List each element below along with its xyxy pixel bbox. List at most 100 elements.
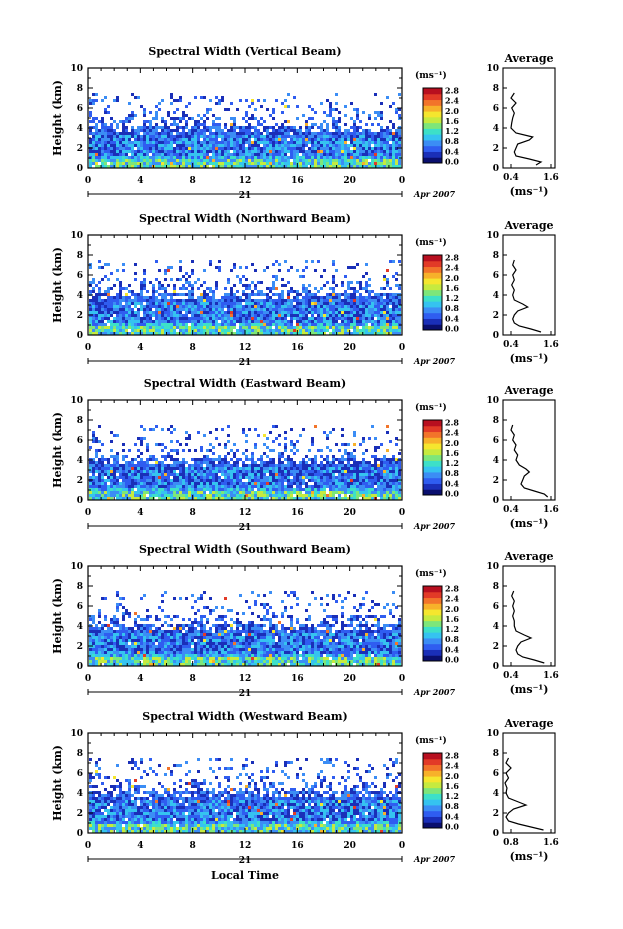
heatmap-cell <box>224 144 227 147</box>
heatmap-cell <box>233 299 236 302</box>
heatmap-cell <box>176 488 179 491</box>
heatmap-cell <box>305 323 308 326</box>
heatmap-cell <box>278 162 281 165</box>
heatmap-cell <box>251 464 254 467</box>
heatmap-cell <box>320 305 323 308</box>
heatmap-cell <box>176 135 179 138</box>
heatmap-cell <box>116 141 119 144</box>
heatmap-cell <box>185 141 188 144</box>
heatmap-cell <box>218 117 221 120</box>
heatmap-cell <box>287 293 290 296</box>
heatmap-cell <box>377 302 380 305</box>
heatmap-cell <box>206 314 209 317</box>
heatmap-cell <box>101 144 104 147</box>
heatmap-cell <box>221 473 224 476</box>
heatmap-cell <box>188 150 191 153</box>
heatmap-cell <box>170 494 173 497</box>
heatmap-cell <box>209 449 212 452</box>
heatmap-cell <box>362 111 365 114</box>
heatmap-cell <box>107 150 110 153</box>
heatmap-cell <box>317 497 320 500</box>
heatmap-cell <box>200 135 203 138</box>
heatmap-cell <box>275 470 278 473</box>
heatmap-cell <box>95 126 98 129</box>
heatmap-cell <box>329 147 332 150</box>
heatmap-cell <box>317 153 320 156</box>
heatmap-cell <box>305 153 308 156</box>
heatmap-cell <box>284 473 287 476</box>
heatmap-cell <box>323 494 326 497</box>
heatmap-cell <box>122 473 125 476</box>
heatmap-cell <box>110 491 113 494</box>
heatmap-cell <box>98 150 101 153</box>
heatmap-cell <box>344 476 347 479</box>
heatmap-cell <box>260 162 263 165</box>
heatmap-cell <box>239 494 242 497</box>
heatmap-cell <box>323 308 326 311</box>
heatmap-cell <box>119 159 122 162</box>
heatmap-cell <box>383 275 386 278</box>
heatmap-cell <box>101 159 104 162</box>
heatmap-cell <box>206 464 209 467</box>
colorbar-swatch <box>423 312 442 319</box>
heatmap-cell <box>368 156 371 159</box>
heatmap-cell <box>176 302 179 305</box>
heatmap-cell <box>332 108 335 111</box>
heatmap-cell <box>92 458 95 461</box>
heatmap-cell <box>332 497 335 500</box>
heatmap-cell <box>164 278 167 281</box>
heatmap-cell <box>233 120 236 123</box>
heatmap-cell <box>137 135 140 138</box>
heatmap-cell <box>320 144 323 147</box>
heatmap-cell <box>131 464 134 467</box>
heatmap-cell <box>209 458 212 461</box>
heatmap-cell <box>395 329 398 332</box>
average-title: Average <box>503 52 553 65</box>
heatmap-cell <box>188 326 191 329</box>
heatmap-cell <box>389 314 392 317</box>
heatmap-cell <box>380 485 383 488</box>
heatmap-cell <box>227 494 230 497</box>
heatmap-cell <box>323 150 326 153</box>
heatmap-cell <box>155 299 158 302</box>
heatmap-cell <box>395 332 398 335</box>
heatmap-cell <box>188 311 191 314</box>
heatmap-cell <box>380 497 383 500</box>
heatmap-cell <box>338 117 341 120</box>
heatmap-cell <box>239 266 242 269</box>
heatmap-cell <box>146 497 149 500</box>
heatmap-cell <box>272 485 275 488</box>
heatmap-cell <box>212 473 215 476</box>
heatmap-cell <box>152 144 155 147</box>
heatmap-cell <box>146 326 149 329</box>
heatmap-cell <box>119 482 122 485</box>
heatmap-cell <box>362 305 365 308</box>
heatmap-cell <box>317 141 320 144</box>
heatmap-cell <box>188 162 191 165</box>
heatmap-cell <box>353 141 356 144</box>
heatmap-cell <box>143 144 146 147</box>
heatmap-cell <box>89 470 92 473</box>
heatmap-cell <box>293 132 296 135</box>
heatmap-cell <box>179 491 182 494</box>
heatmap-cell <box>128 497 131 500</box>
heatmap-cell <box>284 470 287 473</box>
heatmap-cell <box>311 147 314 150</box>
heatmap-cell <box>353 302 356 305</box>
heatmap-cell <box>137 144 140 147</box>
heatmap-cell <box>332 467 335 470</box>
heatmap-cell <box>221 156 224 159</box>
heatmap-cell <box>89 464 92 467</box>
heatmap-cell <box>302 497 305 500</box>
heatmap-cell <box>233 317 236 320</box>
heatmap-cell <box>200 132 203 135</box>
heatmap-cell <box>272 132 275 135</box>
heatmap-cell <box>221 132 224 135</box>
heatmap-cell <box>104 467 107 470</box>
heatmap-cell <box>251 485 254 488</box>
heatmap-cell <box>224 326 227 329</box>
heatmap-cell <box>176 99 179 102</box>
heatmap-cell <box>293 461 296 464</box>
heatmap-cell <box>107 491 110 494</box>
heatmap-cell <box>305 159 308 162</box>
